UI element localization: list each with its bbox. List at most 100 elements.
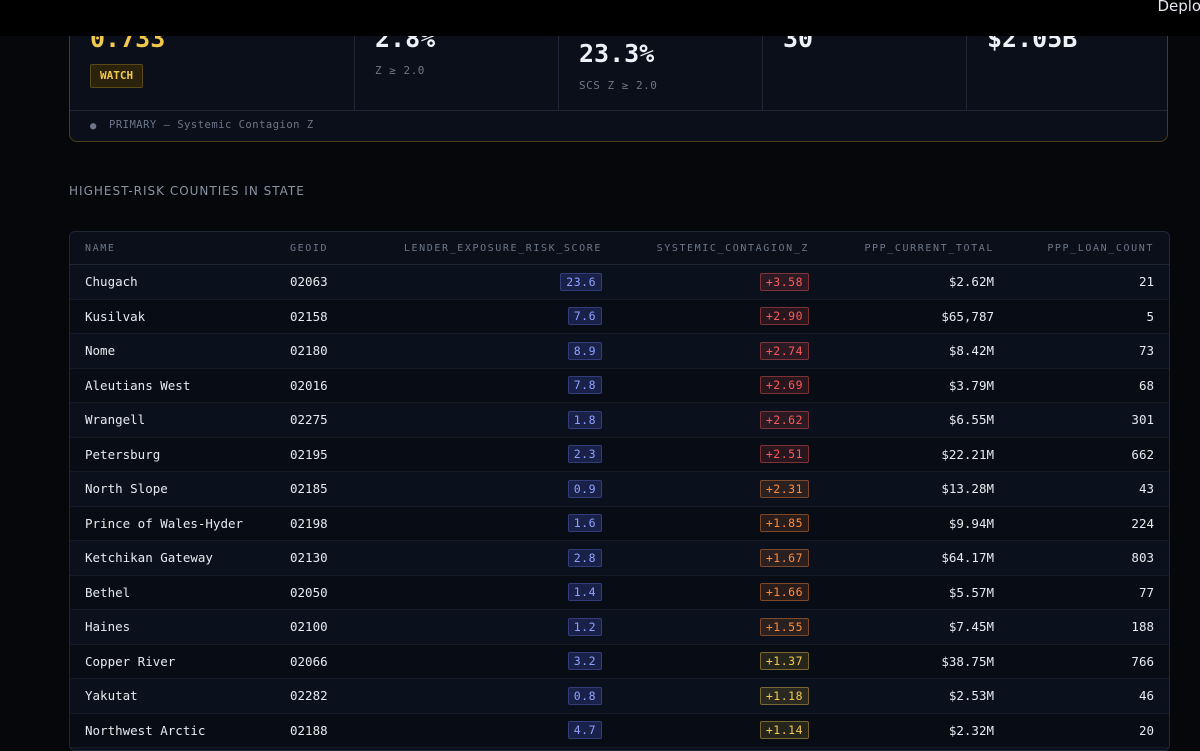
ppp-total: $2.62M	[809, 265, 994, 300]
metric-sub: Z ≥ 2.0	[375, 64, 425, 77]
geoid: 02066	[290, 644, 360, 679]
county-name: North Slope	[70, 472, 290, 507]
contagion-z-badge: +2.74	[760, 342, 809, 360]
county-name	[70, 748, 290, 751]
geoid: 02282	[290, 679, 360, 714]
ppp-total: $64.17M	[809, 541, 994, 576]
ppp-count: 73	[994, 334, 1169, 369]
column-header-geoid[interactable]: GEOID	[290, 232, 360, 265]
geoid: 02016	[290, 368, 360, 403]
column-header-ppp-total[interactable]: PPP_CURRENT_TOTAL	[809, 232, 994, 265]
geoid: 02158	[290, 299, 360, 334]
county-risk-table: NAME GEOID LENDER_EXPOSURE_RISK_SCORE SY…	[69, 231, 1170, 751]
ppp-total: $2.32M	[809, 713, 994, 748]
county-name: Northwest Arctic	[70, 713, 290, 748]
column-header-lender-exposure[interactable]: LENDER_EXPOSURE_RISK_SCORE	[360, 232, 602, 265]
risk-score-badge: 7.8	[568, 376, 602, 394]
ppp-total: $9.94M	[809, 506, 994, 541]
risk-score-badge: 8.9	[568, 342, 602, 360]
risk-score-badge: 1.2	[568, 618, 602, 636]
county-name: Haines	[70, 610, 290, 645]
geoid	[290, 748, 360, 751]
county-name: Copper River	[70, 644, 290, 679]
column-header-ppp-count[interactable]: PPP_LOAN_COUNT	[994, 232, 1169, 265]
geoid: 02063	[290, 265, 360, 300]
ppp-count: 5	[994, 299, 1169, 334]
county-name: Wrangell	[70, 403, 290, 438]
contagion-z-badge: +1.18	[760, 687, 809, 705]
contagion-z-badge: +2.69	[760, 376, 809, 394]
ppp-total: $3.79M	[809, 368, 994, 403]
deploy-button[interactable]: Deploy	[1157, 0, 1200, 15]
ppp-count	[994, 748, 1169, 751]
column-header-name[interactable]: NAME	[70, 232, 290, 265]
ppp-count: 188	[994, 610, 1169, 645]
ppp-count: 43	[994, 472, 1169, 507]
risk-score-badge: 23.6	[560, 273, 602, 291]
geoid: 02195	[290, 437, 360, 472]
metric-value: 23.3%	[579, 39, 654, 68]
county-name: Aleutians West	[70, 368, 290, 403]
county-name: Yakutat	[70, 679, 290, 714]
risk-score-badge: 2.8	[568, 549, 602, 567]
risk-score-badge: 0.9	[568, 480, 602, 498]
column-header-systemic-contagion[interactable]: SYSTEMIC_CONTAGION_Z	[602, 232, 809, 265]
risk-score-badge: 4.7	[568, 721, 602, 739]
contagion-z-badge: +2.90	[760, 307, 809, 325]
metrics-footer: ● PRIMARY — Systemic Contagion Z	[70, 110, 1167, 142]
ppp-total: $38.75M	[809, 644, 994, 679]
geoid: 02180	[290, 334, 360, 369]
contagion-z-badge: +3.58	[760, 273, 809, 291]
ppp-total: $22.21M	[809, 437, 994, 472]
contagion-z-badge: +2.51	[760, 445, 809, 463]
geoid: 02198	[290, 506, 360, 541]
ppp-count: 46	[994, 679, 1169, 714]
ppp-total: $13.28M	[809, 472, 994, 507]
geoid: 02100	[290, 610, 360, 645]
bullet-icon: ●	[90, 120, 97, 132]
ppp-total: $65,787	[809, 299, 994, 334]
county-name: Bethel	[70, 575, 290, 610]
ppp-count: 224	[994, 506, 1169, 541]
table-header-row: NAME GEOID LENDER_EXPOSURE_RISK_SCORE SY…	[70, 232, 1169, 265]
contagion-z-badge: +1.66	[760, 583, 809, 601]
geoid: 02188	[290, 713, 360, 748]
county-name: Ketchikan Gateway	[70, 541, 290, 576]
ppp-total: $8.42M	[809, 334, 994, 369]
county-name: Prince of Wales-Hyder	[70, 506, 290, 541]
county-name: Nome	[70, 334, 290, 369]
ppp-total	[809, 748, 994, 751]
ppp-count: 766	[994, 644, 1169, 679]
risk-score-badge: 1.8	[568, 411, 602, 429]
county-name: Kusilvak	[70, 299, 290, 334]
table-row[interactable]	[70, 748, 1169, 751]
geoid: 02275	[290, 403, 360, 438]
risk-score-badge: 3.2	[568, 652, 602, 670]
contagion-z-badge: +2.62	[760, 411, 809, 429]
app-toolbar: Deploy	[0, 0, 1200, 36]
risk-score-badge: 2.3	[568, 445, 602, 463]
contagion-z-badge: +2.31	[760, 480, 809, 498]
contagion-z-badge: +1.37	[760, 652, 809, 670]
ppp-count: 301	[994, 403, 1169, 438]
ppp-count: 803	[994, 541, 1169, 576]
ppp-count: 68	[994, 368, 1169, 403]
ppp-total: $7.45M	[809, 610, 994, 645]
risk-score-badge: 1.6	[568, 514, 602, 532]
risk-score-badge: 0.8	[568, 687, 602, 705]
ppp-count: 77	[994, 575, 1169, 610]
